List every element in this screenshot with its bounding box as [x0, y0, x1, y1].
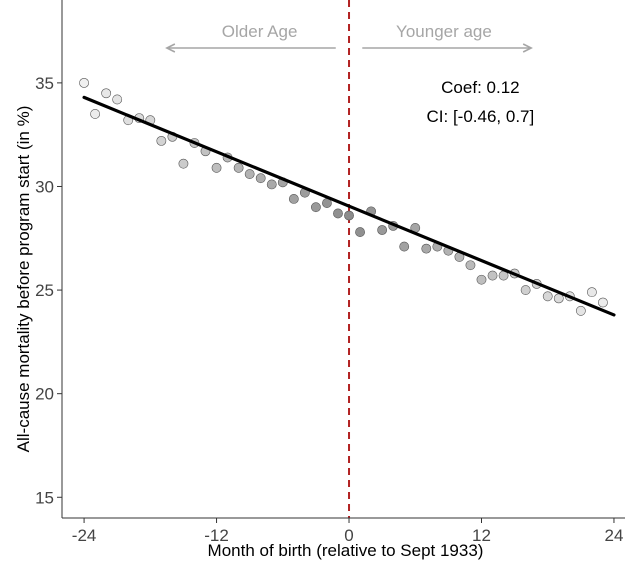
data-point: [255, 173, 266, 184]
y-tick-label: 25: [35, 281, 54, 300]
data-point: [586, 287, 597, 298]
data-point: [377, 225, 388, 235]
younger-age-arrow: [362, 43, 533, 53]
data-point: [520, 285, 531, 295]
data-point: [542, 291, 553, 302]
y-tick-label: 15: [35, 488, 54, 507]
y-tick-label: 30: [35, 177, 54, 196]
data-point: [465, 260, 476, 271]
data-point: [487, 270, 498, 281]
data-point: [344, 210, 354, 221]
x-tick-label: -12: [204, 526, 229, 545]
x-axis-ticks: -24 -12 0 12 24: [72, 518, 623, 545]
confidence-interval-label: CI: [-0.46, 0.7]: [427, 107, 535, 126]
data-point: [311, 202, 321, 213]
x-axis-title: Month of birth (relative to Sept 1933): [208, 541, 484, 560]
coefficient-label: Coef: 0.12: [441, 78, 519, 97]
x-tick-label: 0: [344, 526, 353, 545]
data-point: [598, 297, 608, 308]
data-point: [244, 169, 255, 179]
data-point: [575, 305, 586, 316]
data-point: [156, 135, 167, 146]
data-point: [211, 162, 222, 173]
younger-age-label: Younger age: [396, 22, 492, 41]
y-tick-label: 35: [35, 74, 54, 93]
data-point: [333, 208, 343, 219]
older-age-arrow: [165, 43, 336, 53]
x-tick-label: 24: [604, 526, 623, 545]
data-point: [112, 94, 123, 105]
data-point: [90, 109, 101, 119]
y-tick-label: 20: [35, 385, 54, 404]
plot-area: [79, 0, 616, 518]
data-point: [178, 158, 189, 169]
data-point: [355, 227, 365, 237]
data-point: [421, 243, 432, 254]
data-point: [288, 194, 299, 204]
y-axis-title: All-cause mortality before program start…: [14, 106, 33, 453]
data-point: [79, 77, 89, 88]
data-point: [476, 274, 487, 285]
age-direction-arrows: [165, 43, 533, 53]
x-tick-label: 12: [472, 526, 491, 545]
x-tick-label: -24: [72, 526, 97, 545]
data-point: [233, 162, 244, 173]
older-age-label: Older Age: [222, 22, 298, 41]
data-point: [399, 241, 410, 252]
fit-line: [82, 95, 616, 317]
data-point: [266, 179, 277, 190]
data-point: [101, 88, 112, 99]
y-axis-ticks: 15 20 25 30 35: [35, 74, 62, 507]
